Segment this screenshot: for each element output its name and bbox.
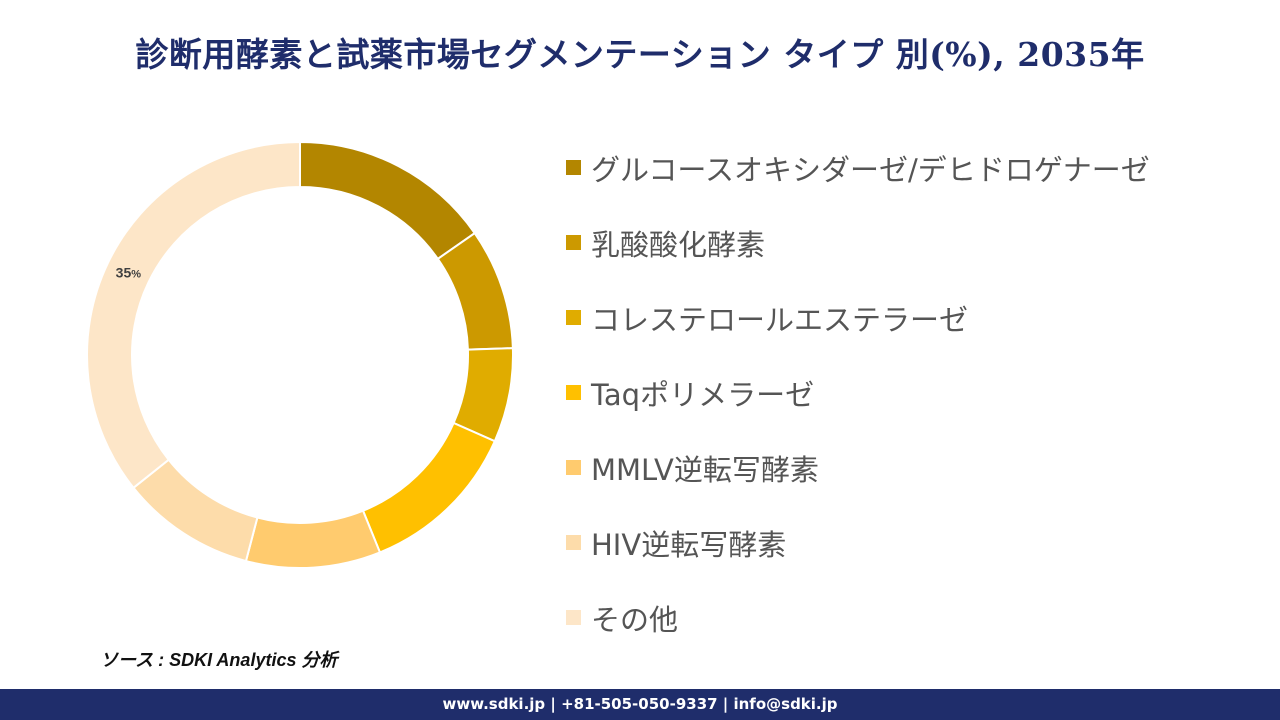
legend-label: Taqポリメラーゼ (591, 377, 815, 412)
legend-label: コレステロールエステラーゼ (591, 302, 969, 337)
legend-swatch (566, 310, 581, 325)
legend-swatch (566, 160, 581, 175)
legend-swatch (566, 535, 581, 550)
donut-slice (299, 140, 477, 261)
donut-slice (244, 509, 382, 569)
donut-slice (436, 231, 514, 351)
legend: グルコースオキシダーゼ/デヒドロゲナーゼ 乳酸酸化酵素コレステロールエステラーゼ T… (566, 130, 1266, 655)
legend-label: MMLV逆転写酵素 (591, 452, 819, 487)
legend-item: その他 (566, 580, 1266, 655)
legend-item: 乳酸酸化酵素 (566, 205, 1266, 280)
footer-contact: www.sdki.jp | +81-505-050-9337 | info@sd… (0, 689, 1280, 720)
source-note: ソース : SDKI Analytics 分析 (100, 650, 338, 670)
legend-swatch (566, 460, 581, 475)
legend-label: グルコースオキシダーゼ/デヒドロゲナーゼ (591, 152, 1150, 187)
donut-slice (86, 140, 301, 490)
legend-item: MMLV逆転写酵素 (566, 430, 1266, 505)
legend-item: コレステロールエステラーゼ (566, 280, 1266, 355)
chart-title: 診断用酵素と試薬市場セグメンテーション タイプ 別(%), 2035年 (135, 35, 1145, 74)
legend-label: 乳酸酸化酵素 (591, 227, 766, 262)
legend-item: グルコースオキシダーゼ/デヒドロゲナーゼ (566, 130, 1266, 205)
donut-chart: 35% (86, 140, 514, 569)
donut-slice (361, 421, 497, 554)
donut-slice (132, 458, 259, 563)
legend-swatch (566, 610, 581, 625)
legend-label: HIV逆転写酵素 (591, 527, 787, 562)
legend-swatch (566, 235, 581, 250)
legend-swatch (566, 385, 581, 400)
legend-label: その他 (591, 602, 679, 637)
legend-item: Taqポリメラーゼ (566, 355, 1266, 430)
legend-item: HIV逆転写酵素 (566, 505, 1266, 580)
data-label: 35% (116, 264, 142, 280)
